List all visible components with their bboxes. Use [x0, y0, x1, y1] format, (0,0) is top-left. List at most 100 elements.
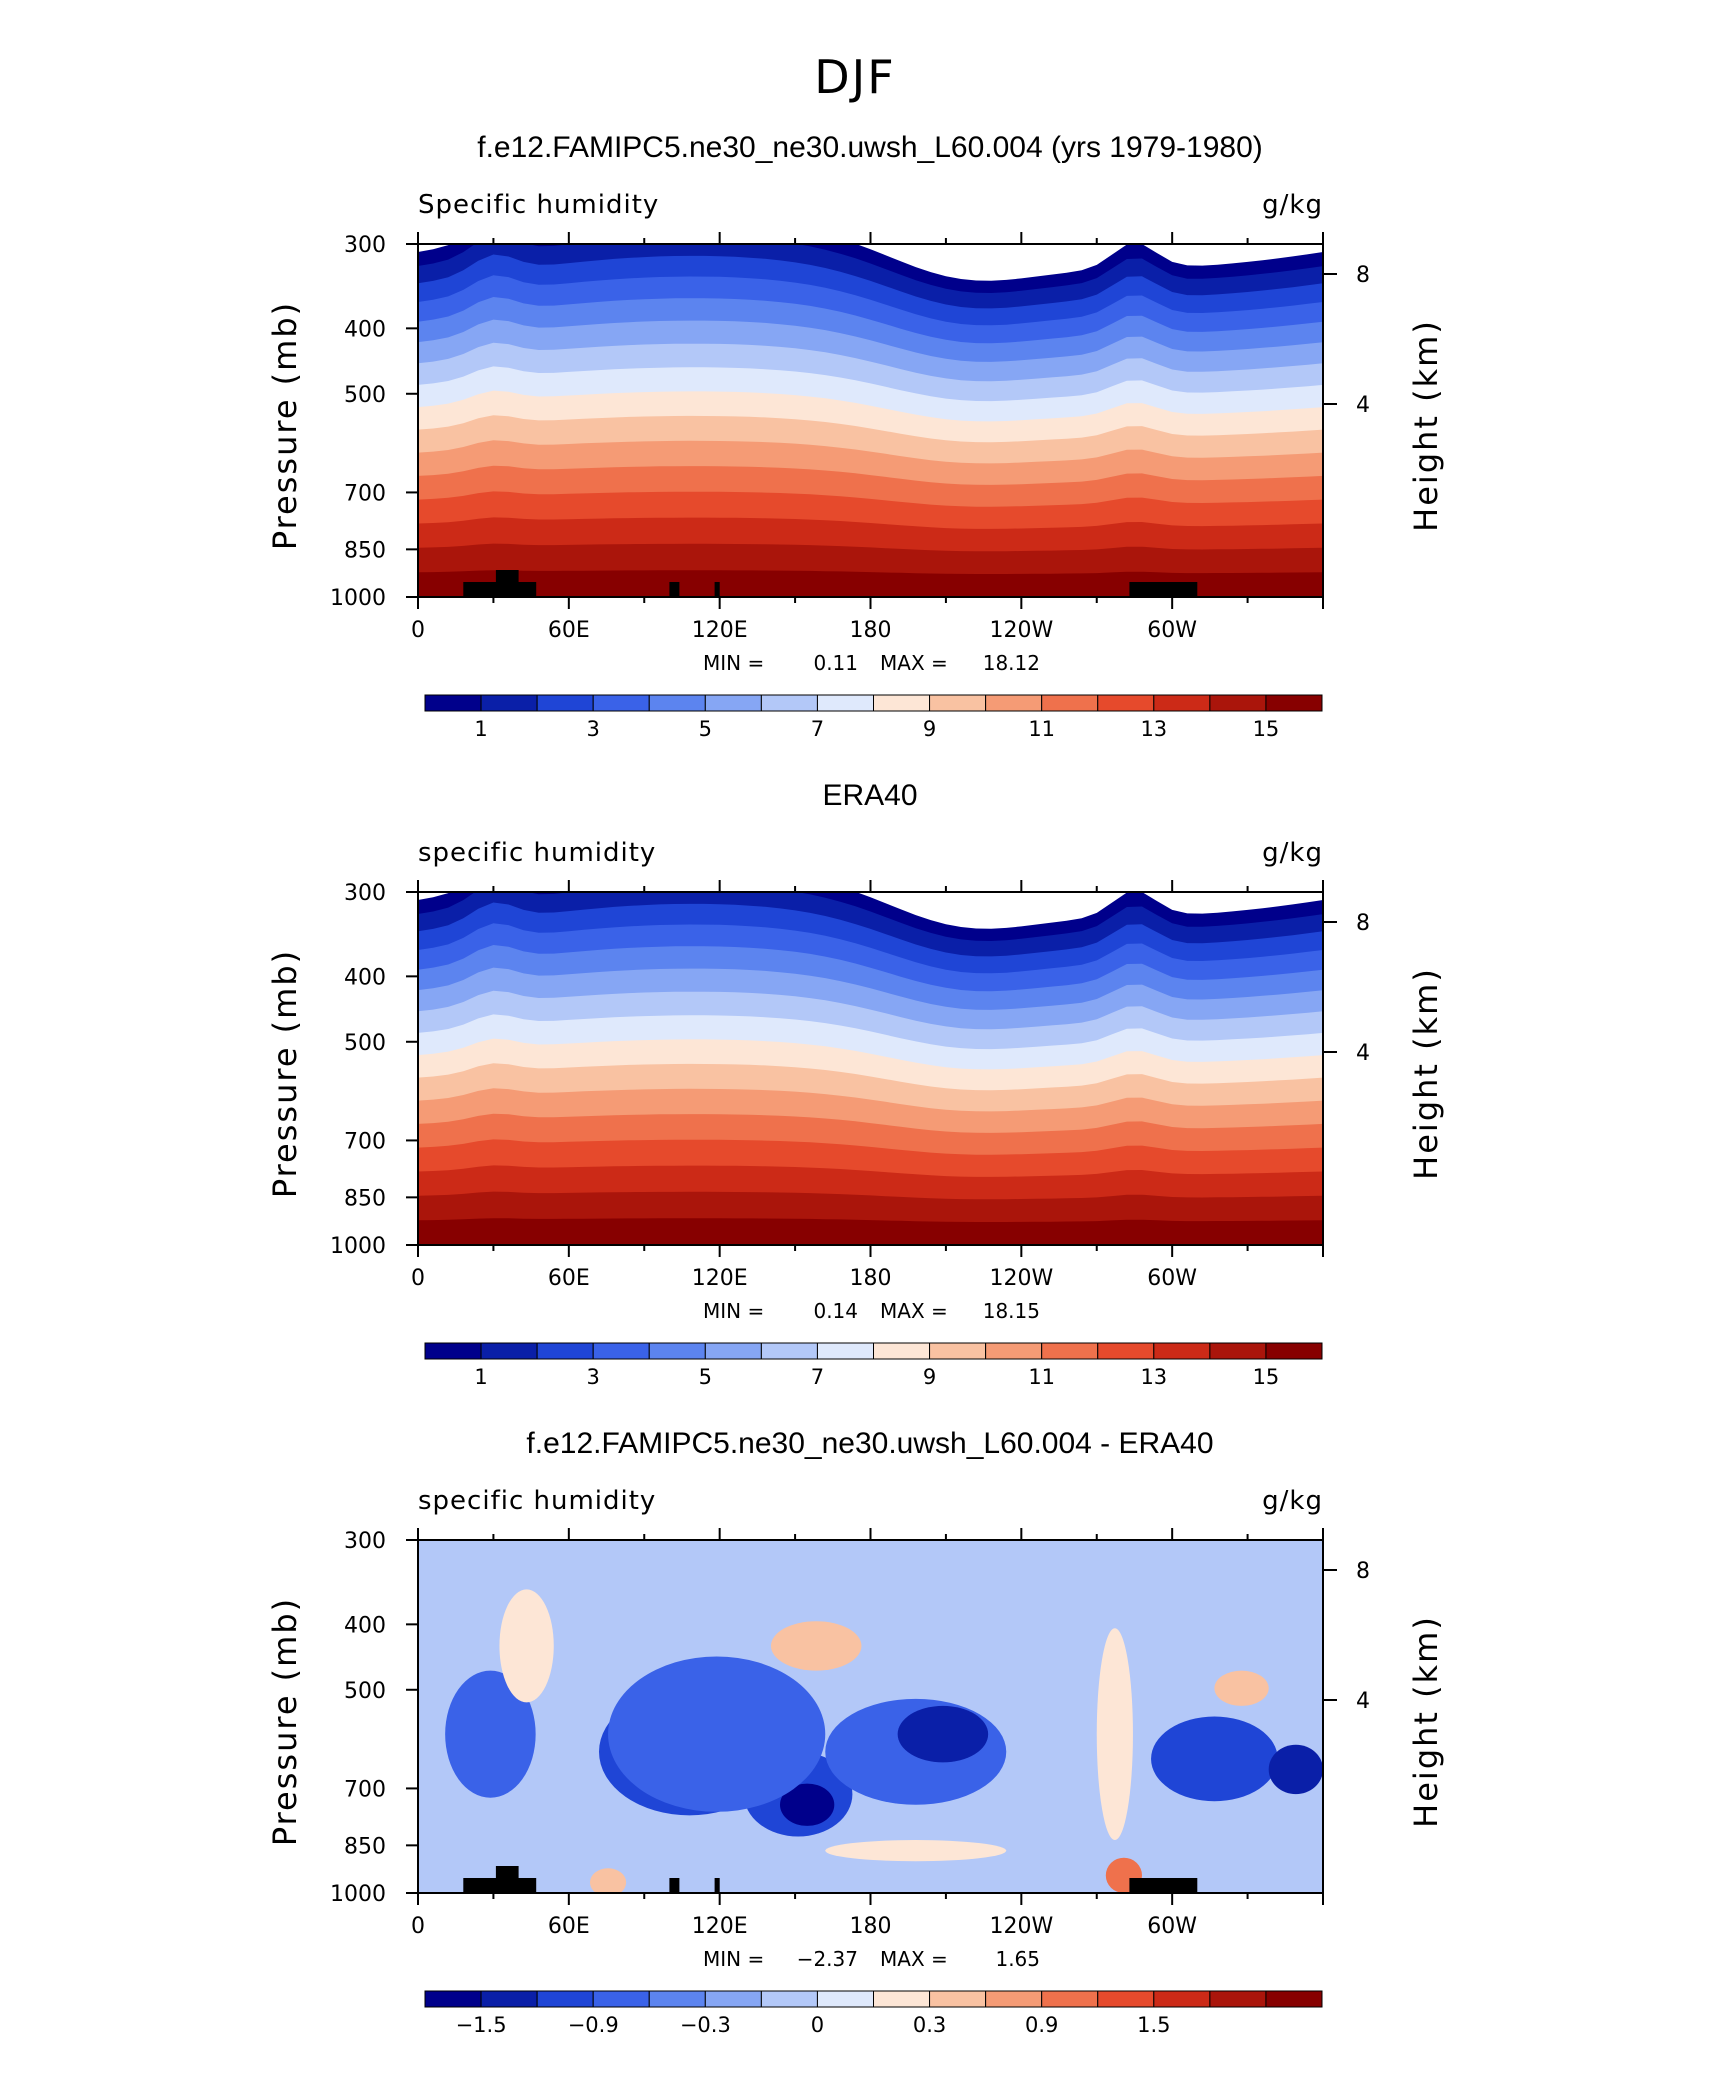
contour-band: [589, 1868, 627, 1893]
colorbar-swatch: [480, 1342, 538, 1360]
y-tick-label: 400: [344, 1613, 386, 1638]
terrain-mask: [714, 582, 720, 597]
x-tick-label: 120W: [989, 618, 1053, 643]
x-tick-label: 0: [411, 618, 425, 643]
contour-band: [445, 1670, 536, 1798]
colorbar-swatch: [1097, 1990, 1155, 2008]
colorbar-swatch: [816, 1342, 874, 1360]
y-tick-label: 850: [344, 538, 386, 563]
colorbar-tick-label: 5: [699, 717, 712, 741]
colorbar-tick-label: −0.3: [680, 2013, 731, 2037]
y2-tick-label: 8: [1356, 1559, 1370, 1584]
colorbar-swatch: [760, 1342, 818, 1360]
x-tick-label: 180: [850, 1914, 892, 1939]
contour-band: [1268, 1744, 1323, 1795]
y-tick-label: 1000: [330, 586, 386, 611]
y-tick-label: 700: [344, 1129, 386, 1154]
y-tick-label: 300: [344, 233, 386, 258]
x-tick-label: 60E: [548, 1266, 590, 1291]
contour-band: [1096, 1628, 1133, 1841]
colorbar-swatch: [873, 694, 931, 712]
colorbar-swatch: [536, 694, 594, 712]
colorbar-tick-label: 1: [474, 717, 487, 741]
x-tick-label: 0: [411, 1914, 425, 1939]
colorbar-tick-label: −1.5: [456, 2013, 507, 2037]
colorbar-swatch: [929, 1342, 987, 1360]
colorbar-swatch: [1153, 694, 1211, 712]
contour-band: [825, 1840, 1007, 1862]
x-tick-label: 180: [850, 1266, 892, 1291]
colorbar-swatch: [1209, 694, 1267, 712]
y-tick-label: 850: [344, 1186, 386, 1211]
y2-tick-label: 4: [1356, 1041, 1370, 1066]
panel-title: f.e12.FAMIPC5.ne30_ne30.uwsh_L60.004 (yr…: [477, 131, 1263, 164]
colorbar-swatch: [592, 1990, 650, 2008]
panel-title: ERA40: [822, 779, 917, 812]
colorbar-swatch: [592, 694, 650, 712]
y-tick-label: 700: [344, 1777, 386, 1802]
terrain-mask: [1129, 582, 1198, 597]
colorbar-tick-label: 11: [1028, 1365, 1055, 1389]
terrain-mask: [669, 582, 680, 597]
colorbar-tick-label: 7: [811, 1365, 824, 1389]
variable-label: Specific humidity: [418, 190, 659, 220]
y-axis-label: Pressure (mb): [266, 301, 304, 550]
colorbar-swatch: [704, 1342, 762, 1360]
y-tick-label: 300: [344, 881, 386, 906]
variable-label: specific humidity: [418, 838, 656, 868]
panel-title: f.e12.FAMIPC5.ne30_ne30.uwsh_L60.004 - E…: [526, 1427, 1213, 1460]
colorbar-swatch: [873, 1990, 931, 2008]
x-tick-label: 60E: [548, 1914, 590, 1939]
colorbar-tick-label: 11: [1028, 717, 1055, 741]
colorbar-tick-label: 0.9: [1025, 2013, 1058, 2037]
max-value: 1.65: [995, 1947, 1040, 1971]
max-label: MAX =: [880, 651, 948, 675]
colorbar-swatch: [1041, 1990, 1099, 2008]
min-label: MIN =: [703, 1299, 764, 1323]
x-tick-label: 120E: [692, 618, 748, 643]
y-tick-label: 300: [344, 1529, 386, 1554]
colorbar-tick-label: 3: [587, 1365, 600, 1389]
colorbar-swatch: [536, 1990, 594, 2008]
colorbar-tick-label: 0: [811, 2013, 824, 2037]
colorbar-swatch: [1265, 1990, 1323, 2008]
colorbar-swatch: [704, 694, 762, 712]
colorbar-swatch: [480, 1990, 538, 2008]
colorbar-tick-label: 3: [587, 717, 600, 741]
colorbar-swatch: [929, 694, 987, 712]
colorbar-swatch: [424, 1342, 482, 1360]
max-value: 18.15: [983, 1299, 1040, 1323]
colorbar-swatch: [592, 1342, 650, 1360]
colorbar-swatch: [704, 1990, 762, 2008]
contour-band: [897, 1705, 989, 1763]
colorbar-swatch: [648, 1342, 706, 1360]
units-label: g/kg: [1262, 190, 1323, 220]
colorbar-swatch: [1097, 1342, 1155, 1360]
y2-tick-label: 8: [1356, 263, 1370, 288]
colorbar-tick-label: 15: [1253, 1365, 1280, 1389]
variable-label: specific humidity: [418, 1486, 656, 1516]
colorbar-swatch: [760, 694, 818, 712]
contour-band: [608, 1656, 826, 1812]
colorbar-swatch: [1153, 1342, 1211, 1360]
colorbar-swatch: [929, 1990, 987, 2008]
y2-axis-label: Height (km): [1407, 319, 1445, 532]
terrain-mask: [714, 1878, 720, 1893]
colorbar-swatch: [1209, 1342, 1267, 1360]
contour-band: [770, 1621, 862, 1671]
colorbar: −1.5 −0.9 −0.3 0 0.3 0.9 1.5: [424, 1990, 1323, 2037]
y-axis-label: Pressure (mb): [266, 949, 304, 1198]
colorbar-swatch: [1209, 1990, 1267, 2008]
colorbar-swatch: [1153, 1990, 1211, 2008]
panel-3: f.e12.FAMIPC5.ne30_ne30.uwsh_L60.004 - E…: [266, 1427, 1445, 2037]
units-label: g/kg: [1262, 1486, 1323, 1516]
colorbar-tick-label: 13: [1140, 717, 1167, 741]
y2-tick-label: 4: [1356, 393, 1370, 418]
y-tick-label: 500: [344, 1031, 386, 1056]
min-label: MIN =: [703, 651, 764, 675]
contour-band: [1151, 1716, 1278, 1802]
y-axis-label: Pressure (mb): [266, 1597, 304, 1846]
max-value: 18.12: [983, 651, 1040, 675]
y2-tick-label: 4: [1356, 1689, 1370, 1714]
min-value: 0.11: [813, 651, 858, 675]
